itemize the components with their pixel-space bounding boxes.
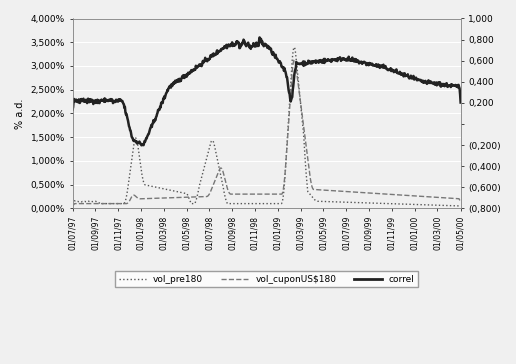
correl — [297, 61, 303, 66]
vol_cuponUS$180 — [243, 192, 249, 196]
correl — [70, 107, 76, 112]
correl — [458, 100, 464, 105]
correl — [144, 134, 150, 139]
vol_pre180 — [317, 199, 324, 203]
Line: vol_cuponUS$180: vol_cuponUS$180 — [73, 60, 461, 206]
vol_pre180 — [70, 202, 76, 207]
vol_cuponUS$180 — [70, 204, 76, 208]
correl — [256, 35, 263, 40]
Legend: vol_pre180, vol_cuponUS$180, correl: vol_pre180, vol_cuponUS$180, correl — [115, 271, 418, 287]
correl — [318, 58, 324, 62]
vol_pre180 — [377, 201, 383, 206]
vol_cuponUS$180 — [377, 191, 383, 196]
vol_cuponUS$180 — [297, 96, 303, 100]
vol_pre180 — [291, 45, 297, 50]
Y-axis label: % a.d.: % a.d. — [15, 98, 25, 128]
vol_pre180 — [198, 177, 204, 182]
vol_pre180 — [243, 201, 249, 206]
vol_cuponUS$180 — [198, 194, 204, 199]
Line: vol_pre180: vol_pre180 — [73, 47, 461, 207]
correl — [244, 43, 250, 47]
vol_cuponUS$180 — [317, 188, 324, 192]
correl — [378, 63, 384, 68]
correl — [138, 143, 144, 147]
correl — [199, 64, 205, 68]
vol_cuponUS$180 — [291, 58, 297, 62]
Line: correl: correl — [73, 37, 461, 145]
vol_pre180 — [143, 183, 150, 187]
vol_cuponUS$180 — [143, 197, 150, 201]
vol_pre180 — [458, 205, 464, 209]
vol_cuponUS$180 — [458, 200, 464, 205]
vol_pre180 — [297, 95, 303, 100]
